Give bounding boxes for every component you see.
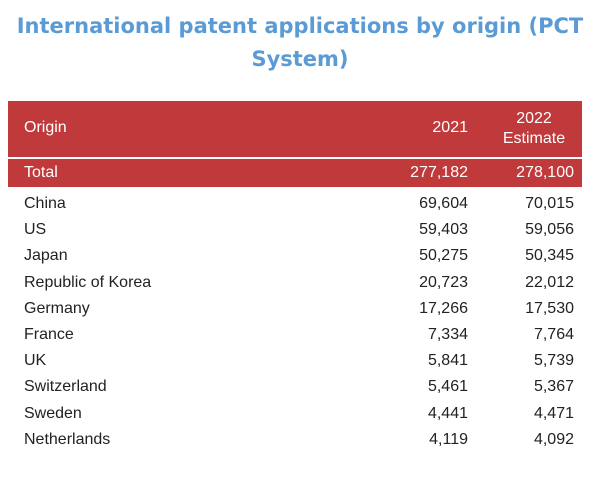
value-2021-cell: 69,604 xyxy=(419,195,468,212)
value-2022-cell: 7,764 xyxy=(533,325,574,343)
table-row: Republic of Korea 20,723 22,012 xyxy=(8,270,582,296)
value-2021-cell: 20,723 xyxy=(419,273,468,291)
table-row: UK 5,841 5,739 xyxy=(8,348,582,374)
origin-cell: France xyxy=(24,325,74,343)
value-2021-cell: 5,841 xyxy=(427,352,468,370)
total-2021: 277,182 xyxy=(410,164,468,181)
value-2021-cell: 50,275 xyxy=(419,247,468,265)
origin-cell: Republic of Korea xyxy=(24,273,152,291)
value-2022-cell: 70,015 xyxy=(525,195,574,212)
value-2022-cell: 59,056 xyxy=(525,221,574,239)
total-row: Total 277,182 278,100 xyxy=(8,159,582,187)
value-2022-cell: 5,367 xyxy=(533,378,574,396)
value-2021-cell: 5,461 xyxy=(427,378,468,396)
origin-cell: UK xyxy=(24,352,47,370)
origin-cell: US xyxy=(24,221,47,239)
value-2021-cell: 4,441 xyxy=(427,404,468,422)
total-label: Total xyxy=(24,164,58,181)
value-2022-cell: 4,471 xyxy=(533,404,574,422)
table-row: Sweden 4,441 4,471 xyxy=(8,401,582,427)
value-2021-cell: 59,403 xyxy=(419,221,468,239)
table-row: Japan 50,275 50,345 xyxy=(8,243,582,269)
table-body: China 69,604 70,015 US 59,403 59,056 Japan 50,2… xyxy=(8,187,582,453)
table-row: China 69,604 70,015 xyxy=(8,191,582,217)
table-row: Switzerland 5,461 5,367 xyxy=(8,374,582,400)
header-2022-label: Estimate xyxy=(502,130,566,147)
title-line-1: International patent applications by ori… xyxy=(16,14,584,38)
value-2021-cell: 4,119 xyxy=(429,430,468,448)
table-row: Germany 17,266 17,530 xyxy=(8,296,582,322)
title-line-2: System) xyxy=(251,47,349,71)
value-2022-cell: 17,530 xyxy=(525,299,574,317)
origin-cell: Netherlands xyxy=(24,430,111,448)
value-2021-cell: 7,334 xyxy=(427,325,468,343)
table-row: Netherlands 4,119 4,092 xyxy=(8,427,582,453)
origin-cell: Switzerland xyxy=(24,378,107,396)
origin-cell: Sweden xyxy=(24,404,82,422)
value-2022-cell: 4,092 xyxy=(533,430,574,448)
header-divider xyxy=(8,157,582,159)
table-row: US 59,403 59,056 xyxy=(8,217,582,243)
value-2022-cell: 50,345 xyxy=(525,247,574,265)
header-2022-estimate: 2022 Estimate xyxy=(494,109,574,149)
header-2022-year: 2022 xyxy=(516,110,552,127)
value-2021-cell: 17,266 xyxy=(419,299,468,317)
origin-cell: Germany xyxy=(24,299,90,317)
table-row: France 7,334 7,764 xyxy=(8,322,582,348)
header-2021: 2021 xyxy=(432,119,468,136)
total-2022: 278,100 xyxy=(516,164,574,181)
page-title: International patent applications by ori… xyxy=(0,10,600,76)
value-2022-cell: 22,012 xyxy=(525,273,574,291)
header-origin: Origin xyxy=(24,119,67,136)
value-2022-cell: 5,739 xyxy=(533,352,574,370)
origin-cell: China xyxy=(24,195,66,212)
patent-table: Origin 2021 2022 Estimate Total 277,182 … xyxy=(8,101,582,453)
table-header: Origin 2021 2022 Estimate xyxy=(8,101,582,157)
origin-cell: Japan xyxy=(24,247,68,265)
